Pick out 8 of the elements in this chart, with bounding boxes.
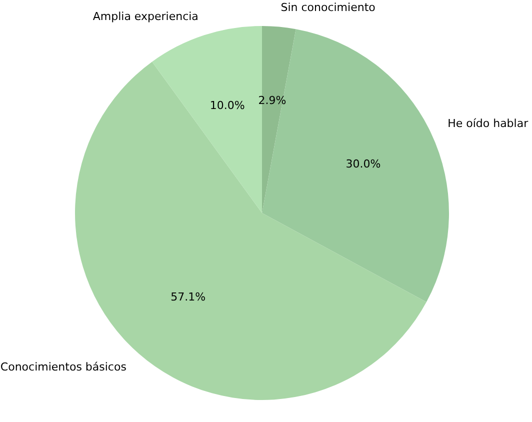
data-label: 57.1% <box>170 290 206 304</box>
data-label: 30.0% <box>346 157 381 170</box>
slice-label: Sin conocimiento <box>280 1 376 14</box>
data-label: 2.9% <box>258 94 286 108</box>
slice-label: Conocimientos básicos <box>0 360 127 374</box>
data-label: 10.0% <box>210 99 245 112</box>
slice-label: He oído hablar <box>448 117 529 130</box>
slice-label: Amplia experiencia <box>92 10 198 24</box>
